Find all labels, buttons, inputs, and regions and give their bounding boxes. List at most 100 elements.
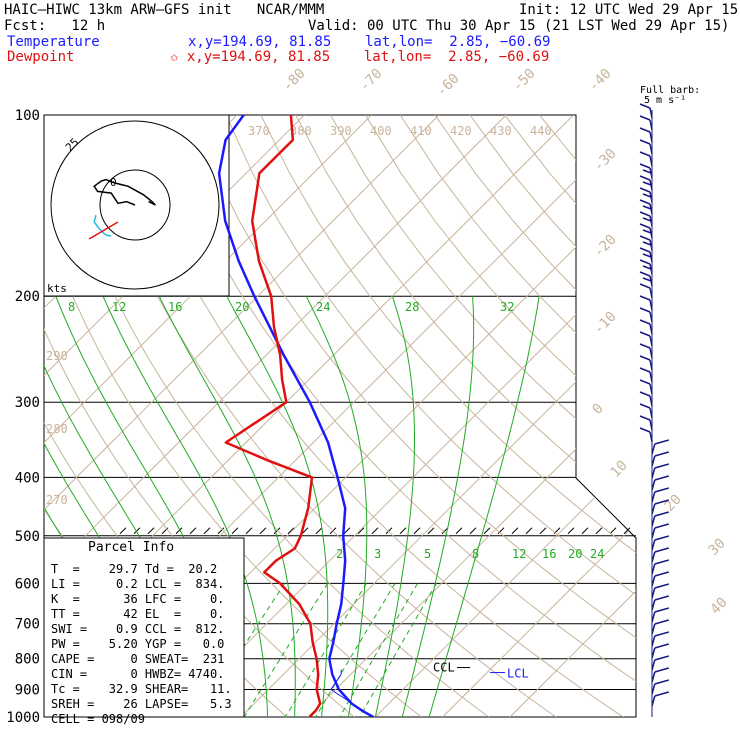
hatch-mark xyxy=(497,527,505,535)
hatch-mark xyxy=(427,527,435,535)
wind-barb xyxy=(651,631,670,647)
hatch-mark xyxy=(609,527,617,535)
isotherm-line xyxy=(44,115,440,717)
hatch-mark xyxy=(455,527,463,535)
wind-barb-feather xyxy=(639,379,651,385)
wind-barb xyxy=(639,355,653,371)
wind-barb-feather xyxy=(654,631,670,637)
pressure-tick-label: 400 xyxy=(15,470,40,486)
isotherm-label: 40 xyxy=(708,595,731,618)
dry-adiabat-line xyxy=(295,115,636,717)
wind-barb-staff xyxy=(651,671,656,683)
barb-legend-title: Full barb: xyxy=(640,85,701,96)
wind-barb-feather xyxy=(639,355,651,361)
wind-barb xyxy=(639,403,653,419)
moist-adiabat-line xyxy=(401,296,475,717)
isotherm-label: -50 xyxy=(510,66,539,95)
dewpoint-profile xyxy=(224,115,322,717)
wind-barb-feather xyxy=(639,223,651,229)
wind-barb xyxy=(639,427,653,443)
mixing-ratio-label: 2 xyxy=(336,547,343,561)
isotherm-label: 0 xyxy=(590,401,607,418)
wind-barb-feather xyxy=(639,115,651,121)
isotherm-label: -80 xyxy=(280,66,309,95)
wind-barb-staff xyxy=(651,551,656,563)
wind-barb xyxy=(639,379,653,395)
wind-barb xyxy=(651,643,670,659)
wind-barb-feather xyxy=(639,103,651,109)
wind-barb-feather xyxy=(654,547,670,553)
barb-legend-unit: 5 m s⁻¹ xyxy=(644,95,687,106)
wind-barb xyxy=(651,595,670,611)
wind-barb-staff xyxy=(651,491,656,503)
dry-adiabat-line xyxy=(504,115,636,717)
moist-adiabat-line xyxy=(158,295,296,717)
theta-label: 370 xyxy=(248,124,270,138)
wind-barb-staff xyxy=(649,359,653,371)
wind-barb-feather xyxy=(639,127,651,133)
wind-barb-staff xyxy=(649,299,653,311)
wind-barb xyxy=(639,199,653,215)
theta-label: 440 xyxy=(530,124,552,138)
wind-barb-feather xyxy=(654,619,670,625)
hatch-mark xyxy=(399,527,407,535)
mixing-ratio-line xyxy=(243,583,329,717)
wind-barb-staff xyxy=(651,503,656,515)
wind-barb-feather xyxy=(654,679,670,685)
wind-barb xyxy=(651,547,670,563)
wind-barb-staff xyxy=(651,659,656,671)
wind-barb-feather xyxy=(639,367,651,373)
mixing-ratio-label: 28 xyxy=(405,300,419,314)
wind-barb-feather xyxy=(639,235,651,241)
dry-adiabat-line xyxy=(190,115,636,717)
dry-adiabat-line xyxy=(225,115,636,717)
wind-barb-staff xyxy=(649,311,653,323)
hatch-mark xyxy=(567,527,575,535)
wind-barb xyxy=(651,475,670,491)
hatch-mark xyxy=(371,527,379,535)
theta-label: 410 xyxy=(410,124,432,138)
isotherm-label: -20 xyxy=(591,232,620,261)
mixing-ratio-label: 12 xyxy=(512,547,526,561)
forecast-hour: Fcst: 12 h xyxy=(4,18,106,34)
wind-barb-feather xyxy=(639,403,651,409)
theta-label: 290 xyxy=(46,349,68,363)
storm-motion-vector xyxy=(88,221,119,240)
wind-barb-feather xyxy=(642,181,652,186)
valid-time: Valid: 00 UTC Thu 30 Apr 15 (21 LST Wed … xyxy=(308,18,730,34)
wind-barb-staff xyxy=(651,455,656,467)
wind-barb xyxy=(651,451,670,467)
hatch-mark xyxy=(203,527,211,535)
parcel-info-box xyxy=(43,537,245,718)
wind-barb-feather xyxy=(642,205,652,210)
wind-barb xyxy=(639,211,653,227)
isotherm-label: 30 xyxy=(706,536,729,559)
wind-barb-staff xyxy=(651,467,656,479)
hatch-mark xyxy=(525,527,533,535)
wind-barb-feather xyxy=(639,391,651,397)
parcel-row: T = 29.7 Td = 20.2 xyxy=(51,562,218,576)
moist-adiabat-line xyxy=(374,296,415,717)
wind-barb-feather xyxy=(654,571,670,577)
mixing-ratio-label: 16 xyxy=(168,300,182,314)
wind-barb xyxy=(651,655,670,671)
wind-barb xyxy=(639,367,653,383)
hatch-mark xyxy=(175,527,183,535)
parcel-row: TT = 42 EL = 0. xyxy=(51,607,225,621)
hatch-mark xyxy=(357,527,365,535)
wind-barb-feather xyxy=(639,187,651,193)
pressure-tick-label: 800 xyxy=(15,652,40,668)
wind-barb-feather xyxy=(639,427,651,433)
pressure-tick-label: 1000 xyxy=(6,710,40,726)
isotherm-label: -10 xyxy=(591,309,620,338)
wind-barb-staff xyxy=(649,323,653,335)
wind-barb-feather xyxy=(642,193,652,198)
dry-adiabat-line xyxy=(51,115,489,717)
dry-adiabat-line xyxy=(434,115,636,717)
wind-barb-feather xyxy=(654,559,670,565)
wind-barb-staff xyxy=(651,539,656,551)
isotherm-label: 20 xyxy=(662,492,685,515)
hodograph-ring-outer xyxy=(50,120,220,290)
wind-barb-feather xyxy=(654,463,670,469)
